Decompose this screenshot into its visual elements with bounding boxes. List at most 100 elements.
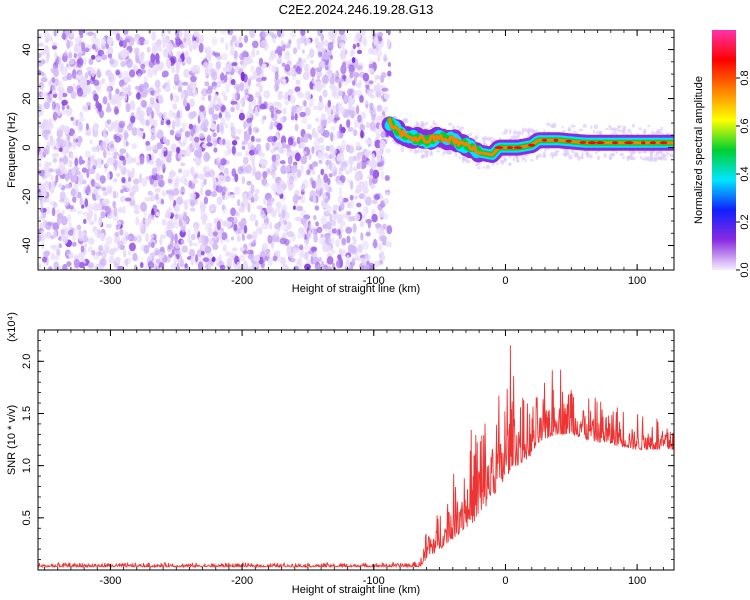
- noise-blob: [242, 156, 249, 165]
- noise-blob: [123, 129, 129, 140]
- noise-blob: [182, 98, 188, 108]
- noise-blob: [227, 220, 233, 227]
- noise-blob: [375, 228, 383, 234]
- noise-blob: [49, 138, 56, 147]
- noise-blob: [183, 37, 187, 43]
- noise-blob: [338, 248, 342, 254]
- noise-blob: [357, 80, 362, 89]
- noise-blob: [208, 169, 216, 178]
- noise-blob: [151, 31, 157, 41]
- noise-blob: [269, 105, 275, 113]
- noise-blob: [64, 145, 70, 154]
- noise-blob: [42, 256, 48, 263]
- noise-blob: [91, 54, 96, 60]
- noise-blob: [71, 241, 77, 247]
- noise-blob: [303, 252, 310, 261]
- trace-haze: [617, 125, 622, 128]
- noise-blob: [233, 50, 238, 60]
- trace-haze: [638, 127, 642, 131]
- noise-blob: [200, 250, 205, 256]
- trace-haze: [551, 155, 554, 160]
- noise-blob: [270, 50, 276, 58]
- noise-blob: [243, 35, 249, 43]
- noise-blob: [335, 238, 340, 248]
- colorbar-tick-label: 0.8: [739, 70, 750, 85]
- trace-haze: [612, 131, 615, 134]
- noise-blob: [135, 234, 143, 243]
- noise-blob: [192, 179, 199, 184]
- noise-blob: [125, 168, 131, 174]
- noise-blob: [67, 229, 74, 236]
- noise-blob: [127, 90, 132, 96]
- noise-blob: [140, 99, 147, 108]
- noise-blob: [315, 117, 320, 123]
- noise-blob: [320, 216, 328, 225]
- noise-blob: [174, 213, 179, 220]
- noise-blob: [212, 132, 217, 138]
- noise-blob: [46, 122, 54, 130]
- noise-blob: [44, 180, 49, 187]
- noise-blob: [205, 222, 213, 232]
- noise-blob: [287, 231, 294, 238]
- noise-blob: [71, 69, 77, 80]
- noise-blob: [58, 91, 63, 101]
- noise-blob: [345, 170, 350, 175]
- y-tick-label: 2.0: [21, 354, 33, 369]
- noise-blob: [124, 38, 131, 43]
- noise-blob: [341, 47, 346, 55]
- noise-blob: [182, 200, 188, 205]
- trace-haze: [486, 136, 491, 141]
- trace-haze: [595, 130, 599, 134]
- noise-blob: [301, 49, 305, 54]
- noise-blob: [351, 57, 356, 63]
- noise-blob: [252, 70, 257, 80]
- trace-haze: [447, 122, 453, 126]
- noise-blob: [131, 143, 138, 150]
- noise-blob: [322, 52, 330, 61]
- noise-blob: [72, 140, 77, 150]
- y-tick-label: 1.5: [21, 406, 33, 421]
- noise-blob: [345, 144, 351, 153]
- noise-blob: [375, 223, 382, 228]
- noise-blob: [189, 192, 196, 200]
- noise-blob: [306, 54, 311, 60]
- noise-blob: [219, 165, 225, 172]
- noise-blob: [304, 91, 311, 101]
- noise-blob: [341, 248, 347, 257]
- noise-blob: [198, 42, 204, 53]
- noise-blob: [218, 175, 225, 180]
- x-tick-label: 100: [628, 575, 646, 587]
- noise-blob: [316, 75, 321, 82]
- noise-blob: [352, 43, 357, 50]
- noise-blob: [165, 138, 170, 146]
- snr-ylabel: SNR (10 * v/v): [6, 405, 18, 475]
- noise-blob: [125, 102, 131, 113]
- noise-blob: [182, 169, 190, 178]
- noise-blob: [380, 235, 387, 243]
- noise-blob: [291, 105, 297, 114]
- noise-blob: [66, 105, 70, 110]
- noise-blob: [183, 68, 190, 78]
- noise-blob: [246, 117, 253, 124]
- noise-blob: [86, 66, 93, 72]
- noise-blob: [220, 158, 227, 166]
- noise-blob: [236, 261, 241, 266]
- noise-blob: [323, 152, 329, 157]
- noise-blob: [212, 113, 219, 120]
- trace-haze: [446, 149, 451, 155]
- noise-blob: [227, 190, 231, 197]
- noise-blob: [352, 91, 358, 96]
- noise-blob: [192, 64, 197, 74]
- noise-blob: [308, 153, 312, 160]
- noise-blob: [288, 66, 296, 76]
- noise-blob: [162, 111, 168, 120]
- noise-blob: [93, 122, 98, 133]
- noise-blob: [144, 196, 151, 202]
- trace-haze: [522, 154, 528, 157]
- noise-blob: [187, 228, 191, 238]
- noise-blob: [295, 91, 303, 96]
- noise-blob: [322, 130, 330, 138]
- noise-blob: [175, 38, 182, 45]
- noise-blob: [72, 83, 77, 91]
- noise-blob: [341, 212, 347, 219]
